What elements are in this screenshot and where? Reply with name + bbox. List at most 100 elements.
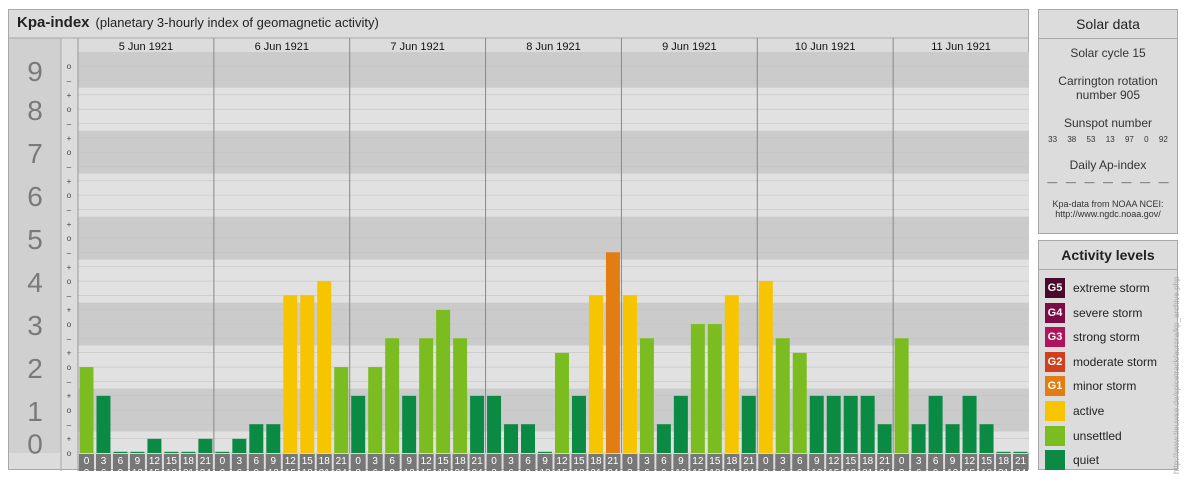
activity-levels-panel: Activity levels G5 extreme storm G4 severe … <box>1038 240 1178 471</box>
y-sub-tick: o <box>67 105 72 114</box>
interval-start-label: 15 <box>166 456 178 467</box>
activity-level-item: G1 minor storm <box>1045 375 1177 397</box>
kp-bar <box>979 424 994 453</box>
day-label: 7 Jun 1921 <box>390 41 444 53</box>
interval-box <box>197 454 213 471</box>
interval-box <box>724 454 740 471</box>
interval-end-label: 15 <box>149 468 161 471</box>
kp-bar <box>758 281 773 453</box>
interval-end-label: 12 <box>539 468 551 471</box>
kp-bar <box>639 338 654 453</box>
interval-box <box>605 454 621 471</box>
kp-bar <box>555 352 569 453</box>
y-sub-tick: + <box>67 177 72 186</box>
interval-end-label: 9 <box>661 468 667 471</box>
interval-end-label: 6 <box>780 468 786 471</box>
y-tick-label: 0 <box>27 428 43 459</box>
chart-title-text: Kpa-index <box>17 14 90 31</box>
interval-start-label: 15 <box>709 456 721 467</box>
kp-bar <box>96 395 111 453</box>
y-sub-tick: o <box>67 234 72 243</box>
kpa-chart-panel: Kpa-index (planetary 3-hourly index of ge… <box>8 9 1029 471</box>
activity-level-swatch: G3 <box>1045 327 1065 348</box>
kp-bar <box>249 424 264 453</box>
interval-end-label: 21 <box>183 468 195 471</box>
y-tick-label: 6 <box>27 181 43 212</box>
interval-box <box>469 454 485 471</box>
activity-level-swatch <box>1045 425 1065 446</box>
interval-box <box>826 454 842 471</box>
interval-end-label: 24 <box>472 468 484 471</box>
ap-value: –– <box>1158 177 1169 187</box>
interval-end-label: 3 <box>899 468 905 471</box>
day-label: 9 Jun 1921 <box>662 41 716 53</box>
kp-bar <box>775 338 790 453</box>
interval-box <box>945 454 961 471</box>
kp-bar <box>453 338 468 453</box>
solar-cycle: Solar cycle 15 <box>1070 46 1146 60</box>
interval-start-label: 0 <box>84 456 90 467</box>
interval-box <box>792 454 808 471</box>
activity-levels-list: G5 extreme storm G4 severe storm G3 strong st… <box>1039 277 1177 471</box>
source-line2: http://www.ngdc.noaa.gov/ <box>1055 209 1161 219</box>
interval-end-label: 9 <box>254 468 260 471</box>
interval-start-label: 0 <box>220 456 226 467</box>
kp-bar <box>724 295 739 453</box>
interval-box <box>180 454 196 471</box>
interval-box <box>503 454 519 471</box>
kp-bar <box>877 424 892 453</box>
interval-end-label: 3 <box>763 468 769 471</box>
interval-box <box>537 454 553 471</box>
interval-end-label: 21 <box>455 468 467 471</box>
sunspot-value: 33 <box>1048 135 1058 144</box>
interval-end-label: 6 <box>237 468 243 471</box>
y-sub-tick: – <box>67 119 72 128</box>
y-tick-label: 5 <box>27 224 43 255</box>
kp-bar <box>79 367 94 453</box>
kp-bar <box>1013 451 1028 453</box>
y-sub-tick: – <box>67 205 72 214</box>
activity-level-label: quiet <box>1073 453 1100 468</box>
activity-level-swatch <box>1045 450 1065 471</box>
interval-box <box>452 454 468 471</box>
interval-box <box>401 454 417 471</box>
activity-level-item: G5 extreme storm <box>1045 277 1177 299</box>
interval-box <box>656 454 672 471</box>
interval-start-label: 12 <box>556 456 568 467</box>
day-label: 8 Jun 1921 <box>526 41 580 53</box>
y-sub-tick: – <box>67 291 72 300</box>
interval-box <box>843 454 859 471</box>
interval-start-label: 12 <box>421 456 433 467</box>
interval-end-label: 18 <box>302 468 314 471</box>
interval-end-label: 18 <box>166 468 178 471</box>
interval-start-label: 3 <box>372 456 378 467</box>
interval-end-label: 9 <box>525 468 531 471</box>
kp-bar <box>690 324 705 453</box>
interval-start-label: 21 <box>879 456 891 467</box>
activity-level-item: quiet <box>1045 449 1177 471</box>
interval-start-label: 6 <box>254 456 260 467</box>
kp-bar <box>147 438 162 453</box>
interval-start-label: 3 <box>780 456 786 467</box>
interval-start-label: 6 <box>525 456 531 467</box>
interval-start-label: 9 <box>542 456 548 467</box>
chart-title: Kpa-index (planetary 3-hourly index of ge… <box>17 14 379 31</box>
watermark: http://www.tieuwse.de/spicetrack/aurora/… <box>1172 276 1181 474</box>
interval-end-label: 21 <box>726 468 738 471</box>
y-band-9 <box>78 52 1029 88</box>
day-label: 6 Jun 1921 <box>255 41 309 53</box>
interval-start-label: 3 <box>101 456 107 467</box>
interval-end-label: 9 <box>118 468 124 471</box>
interval-start-label: 15 <box>981 456 993 467</box>
interval-box <box>979 454 995 471</box>
sunspot-value: 38 <box>1067 135 1077 144</box>
activity-level-label: active <box>1073 403 1105 418</box>
interval-end-label: 24 <box>336 468 348 471</box>
source-line1: Kpa-data from NOAA NCEI: <box>1052 199 1164 209</box>
y-sub-tick: – <box>67 420 72 429</box>
carrington-line2: number 905 <box>1075 88 1141 102</box>
interval-box <box>1013 454 1028 471</box>
interval-box <box>775 454 791 471</box>
y-tick-label: 2 <box>27 353 43 384</box>
kp-bar <box>843 395 858 453</box>
